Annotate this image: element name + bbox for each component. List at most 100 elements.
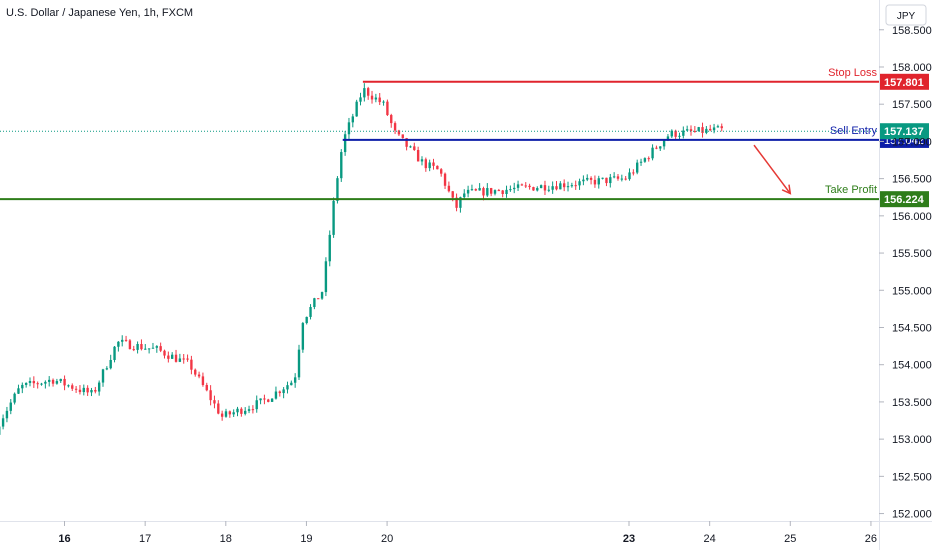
x-tick-label: 25	[784, 533, 796, 545]
candle	[624, 175, 627, 181]
candle	[436, 165, 439, 170]
candle	[290, 380, 293, 386]
candle	[178, 353, 182, 363]
candle	[551, 181, 554, 194]
candle	[578, 178, 581, 190]
y-tick-label: 153.500	[892, 397, 932, 409]
level-price-label-bg	[880, 73, 929, 90]
candle	[478, 183, 481, 191]
candle	[151, 342, 155, 349]
candle	[520, 183, 524, 186]
candle	[324, 257, 328, 297]
candle	[432, 158, 435, 170]
x-tick-label: 24	[704, 533, 716, 545]
currency-box[interactable]	[885, 4, 927, 26]
candle	[440, 168, 443, 177]
candle	[474, 188, 477, 192]
candle	[486, 183, 489, 197]
candle	[678, 132, 681, 140]
candle	[228, 410, 232, 418]
candle	[655, 145, 658, 150]
candle	[278, 390, 281, 397]
y-tick-label: 154.500	[892, 322, 932, 334]
candle	[409, 145, 412, 148]
candle	[163, 349, 166, 359]
level-price-label: 156.224	[884, 194, 925, 206]
candle	[220, 410, 224, 421]
candle	[413, 142, 416, 151]
x-tick-label: 18	[220, 533, 232, 545]
candle	[167, 351, 170, 363]
x-tick-label: 20	[381, 533, 393, 545]
candle	[255, 395, 258, 413]
candle	[224, 408, 228, 418]
symbol-title: U.S. Dollar / Japanese Yen, 1h, FXCM	[6, 7, 193, 19]
candle	[528, 183, 531, 190]
candle	[320, 291, 324, 300]
candle	[689, 125, 693, 136]
candle	[128, 339, 132, 350]
candle	[685, 125, 689, 132]
candle	[305, 316, 308, 325]
candle	[86, 385, 89, 396]
candle	[32, 376, 36, 388]
y-tick-label: 152.000	[892, 509, 932, 521]
candle	[48, 376, 51, 387]
candle	[501, 189, 504, 198]
candle	[582, 175, 585, 186]
candle	[117, 341, 120, 352]
candle	[659, 146, 662, 152]
candle	[209, 385, 212, 406]
candle	[636, 159, 639, 175]
candle	[705, 126, 708, 135]
candle	[94, 386, 97, 394]
candle	[593, 175, 597, 188]
forecast-arrow[interactable]	[753, 144, 792, 195]
candle	[251, 405, 255, 414]
candle	[317, 298, 320, 300]
candle	[328, 230, 331, 267]
x-tick-label: 19	[300, 533, 312, 545]
candle	[190, 355, 193, 375]
candle	[63, 375, 66, 391]
candle	[463, 189, 466, 200]
candle	[347, 117, 351, 140]
candle	[524, 182, 527, 189]
candle	[121, 335, 124, 347]
candle	[217, 400, 220, 415]
candle	[136, 341, 139, 354]
y-tick-label: 158.000	[892, 62, 932, 74]
candle	[67, 384, 70, 388]
candle	[90, 387, 93, 397]
candle	[247, 405, 251, 414]
candle	[497, 188, 501, 192]
candle	[693, 126, 697, 133]
candle	[9, 398, 12, 415]
candle	[170, 352, 174, 360]
candle	[343, 130, 347, 156]
candle	[536, 186, 539, 192]
level-name: Stop Loss	[828, 67, 877, 79]
candles	[0, 83, 723, 435]
candle	[651, 144, 654, 161]
candle	[420, 156, 424, 166]
candle	[313, 297, 316, 310]
candle	[267, 398, 270, 403]
y-tick-label: 156.500	[892, 174, 932, 186]
candle	[355, 99, 358, 117]
candle	[555, 181, 558, 191]
candle	[378, 93, 381, 106]
candle	[351, 113, 355, 128]
candle	[132, 345, 135, 352]
candle	[662, 140, 666, 150]
candle	[1, 414, 5, 430]
candle	[109, 354, 112, 370]
candle	[205, 382, 208, 392]
candle	[539, 184, 543, 189]
candle	[586, 174, 589, 182]
candle	[509, 185, 512, 192]
